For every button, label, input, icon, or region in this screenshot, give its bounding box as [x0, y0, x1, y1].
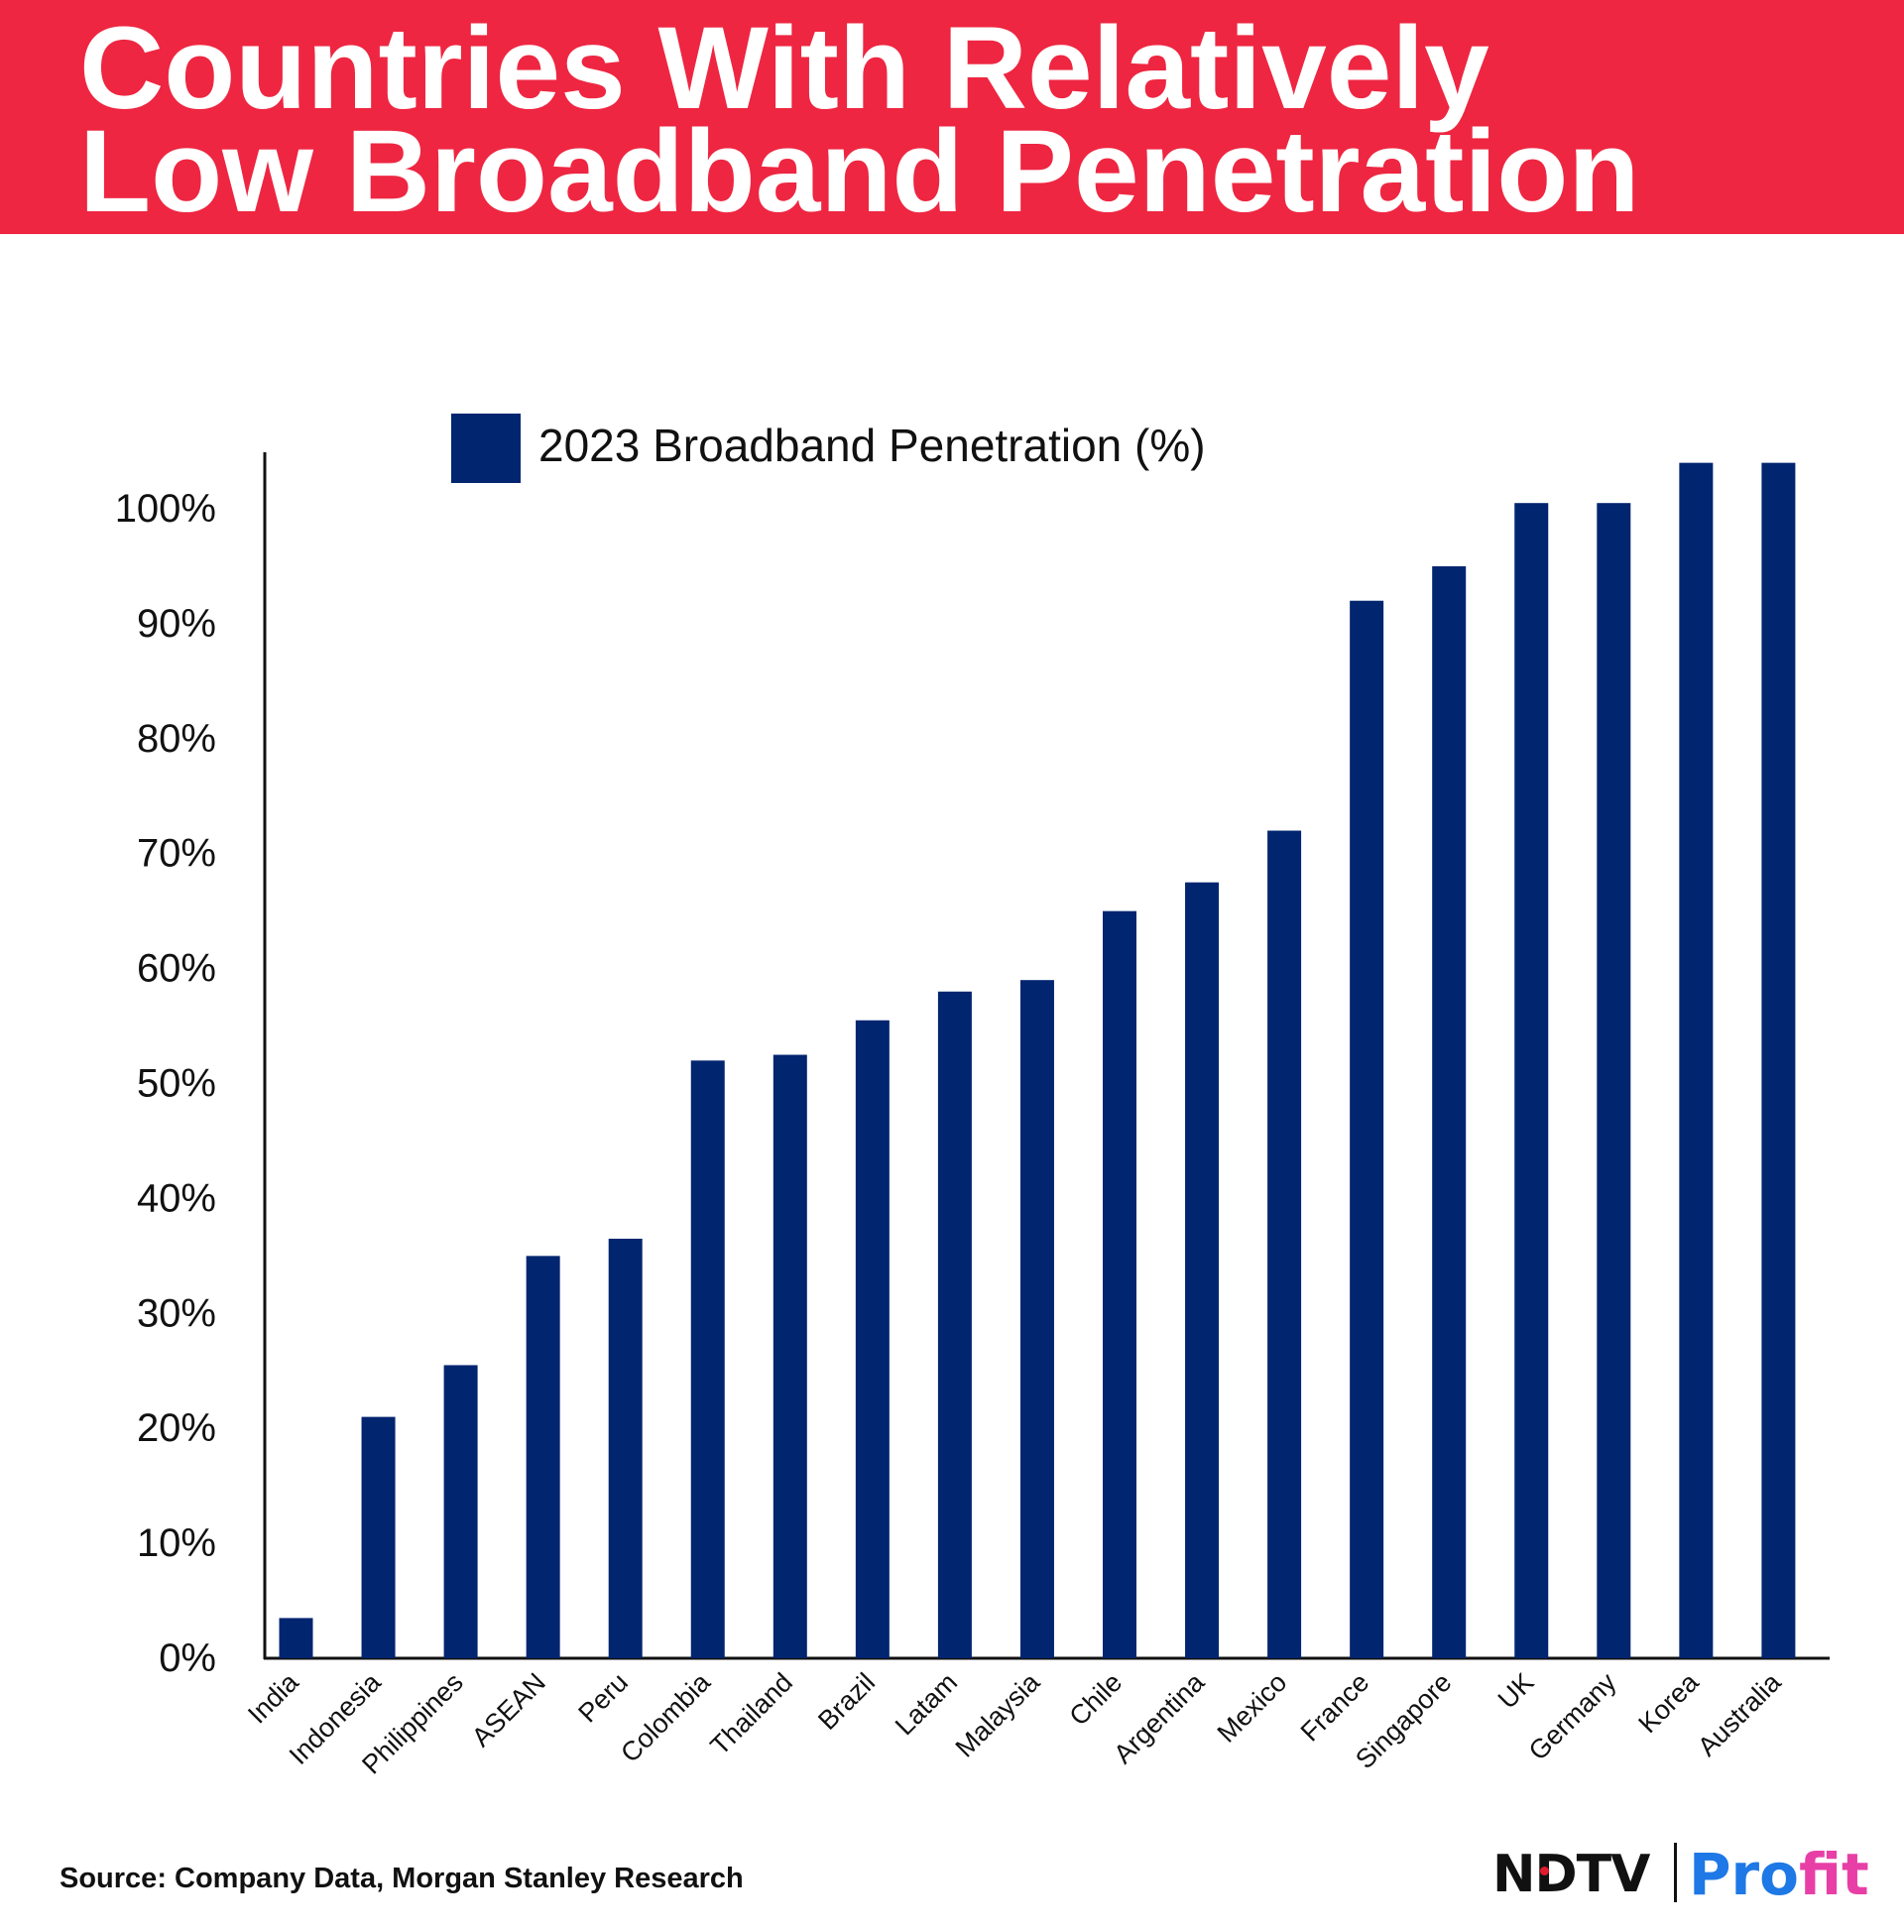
x-tick-label: ASEAN	[466, 1667, 551, 1752]
x-tick-label: France	[1295, 1667, 1375, 1748]
y-tick-label: 10%	[137, 1521, 216, 1565]
bar-peru	[608, 1238, 643, 1658]
x-tick-label: UK	[1492, 1667, 1540, 1715]
bar-korea	[1679, 462, 1714, 1658]
bar-germany	[1597, 503, 1631, 1659]
x-tick-label: Thailand	[705, 1667, 798, 1760]
bar-chile	[1103, 910, 1136, 1658]
bar-singapore	[1432, 565, 1467, 1659]
x-tick-label: Latam	[890, 1667, 963, 1741]
x-tick-label: India	[242, 1666, 304, 1729]
logo-profit-text: Profit	[1689, 1841, 1869, 1908]
bar-thailand	[773, 1054, 807, 1658]
y-tick-label: 50%	[137, 1062, 216, 1106]
x-tick-label: Korea	[1632, 1666, 1705, 1739]
bar-india	[279, 1618, 313, 1658]
logo-red-dot	[1540, 1867, 1549, 1875]
legend-label: 2023 Broadband Penetration (%)	[538, 420, 1206, 471]
bar-australia	[1761, 462, 1796, 1658]
y-tick-label: 0%	[159, 1636, 216, 1680]
bar-brazil	[855, 1020, 890, 1658]
logo-separator	[1674, 1843, 1677, 1902]
y-tick-label: 20%	[137, 1406, 216, 1450]
y-tick-label: 30%	[137, 1291, 216, 1335]
bar-uk	[1514, 503, 1549, 1659]
bar-indonesia	[361, 1416, 396, 1658]
ndtv-profit-logo: NDTV Profit	[1492, 1837, 1869, 1908]
y-tick-label: 90%	[137, 602, 216, 646]
x-tick-label: Peru	[572, 1667, 634, 1729]
bar-philippines	[443, 1365, 478, 1658]
x-tick-label: Colombia	[615, 1666, 717, 1768]
bar-mexico	[1267, 830, 1302, 1658]
chart-title-line-2: Low Broadband Penetration	[79, 106, 1640, 237]
x-tick-label: Germany	[1523, 1667, 1622, 1766]
bar-asean	[526, 1256, 560, 1658]
y-tick-label: 60%	[137, 947, 216, 991]
x-tick-label: Mexico	[1212, 1667, 1293, 1749]
y-tick-label: 100%	[115, 487, 216, 531]
bar-colombia	[690, 1060, 725, 1658]
bar-argentina	[1185, 882, 1220, 1658]
bar-malaysia	[1019, 980, 1054, 1658]
bar-france	[1350, 600, 1384, 1658]
x-tick-label: Brazil	[812, 1667, 881, 1736]
chart-title-line-1: Countries With Relatively	[79, 3, 1489, 134]
y-tick-label: 40%	[137, 1176, 216, 1220]
legend-swatch	[451, 414, 521, 483]
bar-latam	[937, 991, 972, 1658]
logo-ndtv-text: NDTV	[1492, 1845, 1650, 1904]
y-tick-label: 80%	[137, 717, 216, 761]
x-tick-label: Chile	[1064, 1667, 1129, 1732]
y-tick-label: 70%	[137, 832, 216, 876]
bar-chart: 0%10%20%30%40%50%60%70%80%90%100%IndiaIn…	[115, 414, 1830, 1780]
x-tick-label: Argentina	[1108, 1666, 1211, 1769]
source-note: Source: Company Data, Morgan Stanley Res…	[60, 1863, 744, 1894]
x-tick-label: Malaysia	[950, 1666, 1046, 1762]
title-banner: Countries With Relatively Low Broadband …	[0, 0, 1904, 234]
x-tick-label: Australia	[1692, 1666, 1787, 1761]
